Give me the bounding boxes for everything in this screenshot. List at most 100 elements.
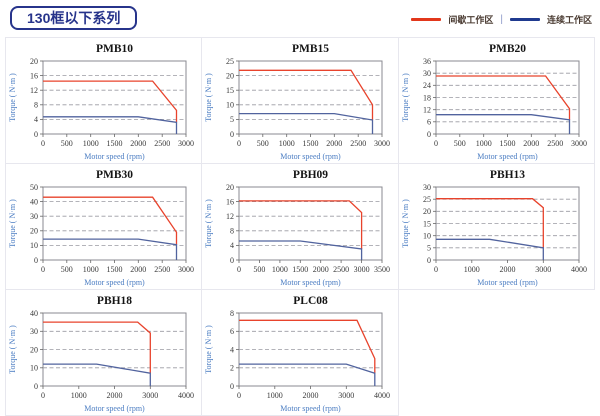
y-tick-label: 20 bbox=[30, 227, 38, 236]
x-tick-label: 500 bbox=[61, 139, 73, 148]
y-tick-label: 0 bbox=[34, 382, 38, 391]
x-tick-label: 500 bbox=[61, 265, 73, 274]
y-tick-label: 2 bbox=[230, 364, 234, 373]
x-axis-label: Motor speed (rpm) bbox=[281, 404, 342, 413]
x-tick-label: 2000 bbox=[313, 265, 329, 274]
x-tick-label: 2000 bbox=[327, 139, 343, 148]
x-tick-label: 2500 bbox=[333, 265, 349, 274]
chart-plc08: PLC08 0 2 4 6 8 0 1000 2000 3000 4000 Motor speed (… bbox=[204, 295, 390, 413]
y-tick-label: 12 bbox=[30, 86, 38, 95]
x-tick-label: 3000 bbox=[535, 265, 551, 274]
x-axis-label: Motor speed (rpm) bbox=[84, 152, 145, 161]
x-tick-label: 1500 bbox=[303, 139, 319, 148]
legend-intermittent-label: 间歇工作区 bbox=[448, 15, 494, 25]
x-tick-label: 2500 bbox=[154, 265, 170, 274]
x-tick-label: 3000 bbox=[178, 139, 194, 148]
x-tick-label: 2500 bbox=[351, 139, 367, 148]
legend-continuous-label: 连续工作区 bbox=[546, 15, 592, 25]
series-intermittent bbox=[239, 319, 376, 374]
x-tick-label: 1000 bbox=[272, 265, 288, 274]
y-tick-label: 10 bbox=[423, 232, 431, 241]
x-axis-label: Motor speed (rpm) bbox=[477, 152, 538, 161]
x-tick-label: 3000 bbox=[142, 391, 158, 400]
legend-separator: | bbox=[500, 14, 503, 25]
x-tick-label: 1000 bbox=[71, 391, 87, 400]
y-tick-label: 0 bbox=[34, 130, 38, 139]
x-axis-label: Motor speed (rpm) bbox=[477, 278, 538, 287]
chart-cell-pmb20: PMB20 0 6 12 18 24 30 36 0 500 1000 1500 2000 2500 300… bbox=[398, 38, 595, 164]
chart-pbh09: PBH09 0 4 8 12 16 20 0 500 1000 1500 2000 2500 3000 35… bbox=[204, 169, 390, 287]
chart-pbh13: PBH13 0 5 10 15 20 25 30 0 1000 2000 3000 4000 Motor … bbox=[401, 169, 587, 287]
series-continuous bbox=[435, 114, 570, 134]
y-tick-label: 5 bbox=[230, 115, 234, 124]
y-axis-label: Torque ( N·m ) bbox=[401, 199, 410, 248]
chart-cell-plc08: PLC08 0 2 4 6 8 0 1000 2000 3000 4000 Motor speed (… bbox=[202, 290, 399, 416]
chart-title: PMB20 bbox=[489, 43, 526, 55]
x-tick-label: 1500 bbox=[107, 265, 123, 274]
chart-cell-pmb15: PMB15 0 5 10 15 20 25 0 500 1000 1500 2000 2500 3000 M… bbox=[202, 38, 399, 164]
x-tick-label: 1000 bbox=[475, 139, 491, 148]
y-tick-label: 20 bbox=[226, 183, 234, 192]
y-tick-label: 8 bbox=[230, 227, 234, 236]
x-tick-label: 4000 bbox=[374, 391, 390, 400]
chart-title: PBH09 bbox=[293, 169, 328, 181]
y-tick-label: 0 bbox=[230, 256, 234, 265]
y-tick-label: 30 bbox=[423, 69, 431, 78]
x-tick-label: 0 bbox=[41, 391, 45, 400]
x-tick-label: 2000 bbox=[303, 391, 319, 400]
legend-continuous-line-icon bbox=[509, 18, 540, 21]
x-tick-label: 2000 bbox=[130, 139, 146, 148]
y-tick-label: 20 bbox=[30, 345, 38, 354]
x-tick-label: 3000 bbox=[178, 265, 194, 274]
x-tick-label: 1000 bbox=[267, 391, 283, 400]
y-tick-label: 6 bbox=[427, 118, 431, 127]
y-tick-label: 20 bbox=[226, 71, 234, 80]
y-tick-label: 20 bbox=[30, 57, 38, 66]
chart-cell-pbh18: PBH18 0 10 20 30 40 0 1000 2000 3000 4000 Motor spe… bbox=[6, 290, 203, 416]
x-tick-label: 4000 bbox=[571, 265, 587, 274]
y-tick-label: 12 bbox=[423, 106, 431, 115]
chart-title: PBH18 bbox=[97, 295, 132, 307]
x-tick-label: 2500 bbox=[154, 139, 170, 148]
chart-title: PMB30 bbox=[96, 169, 133, 181]
chart-title: PBH13 bbox=[490, 169, 525, 181]
x-tick-label: 0 bbox=[41, 265, 45, 274]
plot-area bbox=[42, 60, 187, 135]
x-tick-label: 0 bbox=[434, 265, 438, 274]
y-tick-label: 4 bbox=[230, 241, 234, 250]
series-intermittent bbox=[43, 321, 151, 374]
x-tick-label: 2000 bbox=[499, 265, 515, 274]
y-tick-label: 8 bbox=[34, 101, 38, 110]
chart-title: PMB10 bbox=[96, 43, 133, 55]
x-tick-label: 2000 bbox=[523, 139, 539, 148]
y-tick-label: 36 bbox=[423, 57, 431, 66]
x-axis-label: Motor speed (rpm) bbox=[281, 152, 342, 161]
legend-intermittent-line-icon bbox=[411, 18, 442, 21]
y-tick-label: 30 bbox=[423, 183, 431, 192]
y-tick-label: 5 bbox=[427, 244, 431, 253]
y-tick-label: 0 bbox=[230, 382, 234, 391]
y-tick-label: 10 bbox=[30, 241, 38, 250]
series-intermittent bbox=[43, 80, 178, 123]
y-tick-label: 24 bbox=[423, 81, 431, 90]
chart-title: PLC08 bbox=[294, 295, 329, 307]
series-intermittent bbox=[435, 75, 570, 120]
chart-title: PMB15 bbox=[292, 43, 329, 55]
x-tick-label: 0 bbox=[237, 391, 241, 400]
chart-cell-pmb30: PMB30 0 10 20 30 40 50 0 500 1000 1500 2000 2500 3000… bbox=[6, 164, 203, 290]
y-tick-label: 30 bbox=[30, 212, 38, 221]
y-axis-label: Torque ( N·m ) bbox=[401, 73, 410, 122]
x-tick-label: 1500 bbox=[293, 265, 309, 274]
x-axis-label: Motor speed (rpm) bbox=[281, 278, 342, 287]
x-tick-label: 1000 bbox=[83, 139, 99, 148]
y-tick-label: 0 bbox=[427, 130, 431, 139]
x-tick-label: 2000 bbox=[130, 265, 146, 274]
x-tick-label: 3500 bbox=[374, 265, 390, 274]
series-continuous bbox=[43, 238, 178, 260]
x-tick-label: 500 bbox=[257, 139, 269, 148]
x-tick-label: 3000 bbox=[571, 139, 587, 148]
y-tick-label: 10 bbox=[30, 364, 38, 373]
y-tick-label: 25 bbox=[226, 57, 234, 66]
y-tick-label: 8 bbox=[230, 309, 234, 318]
chart-pmb15: PMB15 0 5 10 15 20 25 0 500 1000 1500 2000 2500 3000 M… bbox=[204, 43, 390, 161]
